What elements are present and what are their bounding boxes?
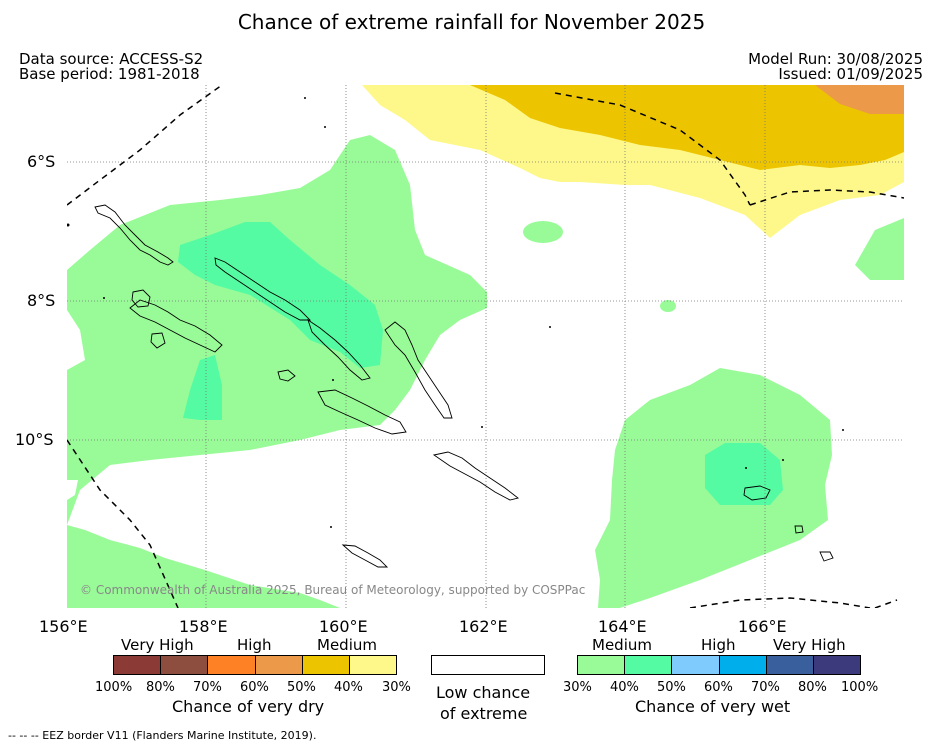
island-dots — [67, 97, 844, 528]
wet-high-region-southeast — [705, 443, 783, 505]
island-rennell — [341, 544, 389, 568]
lon-label-166e: 166°E — [738, 617, 787, 636]
wet-patch-2 — [660, 300, 676, 312]
wet-caption: Chance of very wet — [635, 697, 791, 716]
lat-label-8s: 8°S — [27, 291, 56, 310]
lat-label-10s: 10°S — [15, 430, 54, 449]
dry-tick-30: 30% — [382, 680, 411, 695]
eez-footnote: -- -- -- EEZ border V11 (Flanders Marine… — [8, 729, 317, 742]
island-malaita — [384, 321, 453, 419]
wet-high-region-west-2 — [183, 355, 222, 420]
wet-tick-70: 70% — [751, 680, 780, 695]
rainfall-map — [67, 85, 904, 608]
island-choiseul — [214, 257, 312, 321]
issued-label: Issued: 01/09/2025 — [778, 65, 923, 83]
lon-label-162e: 162°E — [459, 617, 508, 636]
island-small-3 — [819, 551, 834, 562]
low-chance-caption-2: of extreme — [440, 704, 528, 723]
wet-cat-very-high: Very High — [773, 636, 846, 654]
dry-tick-50: 50% — [287, 680, 316, 695]
dry-medium-region-2 — [470, 85, 904, 170]
wet-cat-high: High — [701, 636, 736, 654]
wet-tick-30: 30% — [563, 680, 592, 695]
eez-borders — [67, 85, 904, 608]
dry-high-region — [815, 85, 904, 114]
island-small-2 — [150, 332, 166, 349]
island-small-1 — [131, 289, 151, 308]
dry-tick-70: 70% — [193, 680, 222, 695]
dry-tick-100: 100% — [95, 680, 133, 695]
wet-tick-100: 100% — [841, 680, 879, 695]
wet-swatch-1 — [578, 656, 626, 674]
lon-label-160e: 160°E — [319, 617, 368, 636]
dry-cat-high: High — [237, 636, 272, 654]
dry-swatch-2 — [161, 656, 209, 674]
island-vanikoro — [794, 525, 804, 534]
map-title: Chance of extreme rainfall for November … — [237, 10, 706, 34]
wet-tick-50: 50% — [657, 680, 686, 695]
wet-swatch-5 — [766, 656, 814, 674]
wet-tick-80: 80% — [798, 680, 827, 695]
dry-tick-80: 80% — [146, 680, 175, 695]
dry-swatch-3 — [208, 656, 256, 674]
wet-patch-east — [855, 218, 904, 280]
dry-swatch-5 — [302, 656, 350, 674]
wet-swatch-3 — [672, 656, 720, 674]
island-bougainville — [94, 204, 174, 266]
map-canvas — [67, 85, 904, 608]
wet-colorbar — [577, 655, 861, 675]
dry-colorbar — [113, 655, 397, 675]
dry-cat-very-high: Very High — [121, 636, 194, 654]
dry-swatch-1 — [114, 656, 162, 674]
dry-swatch-6 — [349, 656, 397, 674]
dry-caption: Chance of very dry — [172, 697, 325, 716]
low-chance-caption-1: Low chance — [436, 683, 531, 702]
dry-cat-medium: Medium — [317, 636, 377, 654]
wet-swatch-4 — [719, 656, 767, 674]
island-santa-cruz — [743, 485, 771, 501]
island-new-georgia — [129, 299, 223, 353]
lon-label-164e: 164°E — [598, 617, 647, 636]
island-makira — [432, 451, 520, 501]
lon-label-156e: 156°E — [39, 617, 88, 636]
lon-label-158e: 158°E — [179, 617, 228, 636]
low-chance-swatch — [431, 655, 545, 675]
dry-tick-40: 40% — [334, 680, 363, 695]
graticule — [67, 85, 904, 608]
wet-tick-60: 60% — [704, 680, 733, 695]
copyright-notice: © Commonwealth of Australia 2025, Bureau… — [80, 583, 586, 597]
dry-swatch-4 — [255, 656, 303, 674]
wet-medium-region-southwest — [67, 525, 340, 608]
lat-label-6s: 6°S — [27, 152, 56, 171]
island-small-4 — [277, 369, 296, 382]
wet-tick-40: 40% — [610, 680, 639, 695]
islands — [94, 204, 834, 568]
island-guadalcanal — [317, 389, 407, 435]
base-period-label: Base period: 1981-2018 — [19, 65, 200, 83]
wet-cat-medium: Medium — [592, 636, 652, 654]
model-run-label: Model Run: 30/08/2025 — [748, 50, 923, 68]
wet-high-region-west — [178, 222, 383, 368]
island-santa-isabel — [307, 318, 371, 381]
data-source-label: Data source: ACCESS-S2 — [19, 50, 204, 68]
wet-patch-1 — [523, 221, 563, 243]
wet-medium-region-west — [67, 135, 487, 525]
dry-tick-60: 60% — [240, 680, 269, 695]
wet-swatch-6 — [813, 656, 861, 674]
wet-swatch-2 — [625, 656, 673, 674]
